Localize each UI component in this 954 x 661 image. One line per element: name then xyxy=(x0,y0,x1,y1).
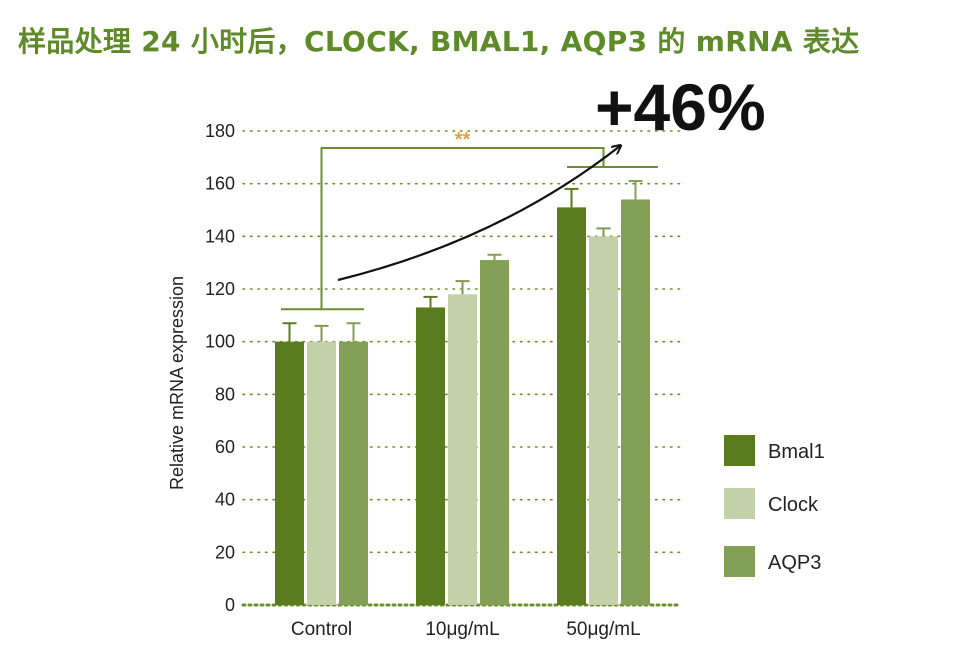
bar-aqp3-0 xyxy=(339,341,368,605)
legend-label: Bmal1 xyxy=(768,441,825,463)
legend-swatch xyxy=(724,435,755,466)
bars xyxy=(275,199,650,606)
bar-aqp3-2 xyxy=(621,199,650,605)
bar-bmal1-2 xyxy=(557,207,586,605)
error-bars xyxy=(282,180,643,342)
bar-bmal1-1 xyxy=(416,307,445,605)
y-tick-label: 120 xyxy=(205,279,235,299)
y-tick-label: 60 xyxy=(215,437,235,457)
error-bar xyxy=(628,180,643,200)
y-axis-label: Relative mRNA expression xyxy=(167,276,187,490)
bar-aqp3-1 xyxy=(480,260,509,605)
y-tick-label: 20 xyxy=(215,542,235,562)
bar-clock-0 xyxy=(307,341,336,605)
increase-label: +46% xyxy=(595,70,766,144)
legend: Bmal1 Clock AQP3 xyxy=(724,435,825,577)
y-tick-label: 40 xyxy=(215,490,235,510)
x-category-label: Control xyxy=(291,619,352,640)
legend-label: AQP3 xyxy=(768,552,821,574)
bar-clock-1 xyxy=(448,294,477,605)
x-category-label: 10μg/mL xyxy=(425,619,499,640)
legend-item-clock: Clock xyxy=(724,488,819,519)
bar-clock-2 xyxy=(589,236,618,606)
error-bar xyxy=(487,253,502,261)
error-bar xyxy=(423,295,438,308)
trend-arrow xyxy=(337,146,620,282)
chart-title: 样品处理 24 小时后，CLOCK, BMAL1, AQP3 的 mRNA 表达 xyxy=(18,25,860,58)
y-tick-label: 80 xyxy=(215,384,235,404)
bar-bmal1-0 xyxy=(275,341,304,605)
error-bar xyxy=(314,324,329,342)
legend-swatch xyxy=(724,488,755,519)
significance-label: ** xyxy=(455,129,471,151)
legend-label: Clock xyxy=(768,494,819,516)
error-bar xyxy=(596,227,611,237)
legend-item-bmal1: Bmal1 xyxy=(724,435,825,466)
y-tick-label: 0 xyxy=(225,595,235,615)
annotations: ** +46% xyxy=(281,70,766,311)
y-axis-ticks: 0 20 40 60 80 100 120 140 160 180 xyxy=(205,121,235,615)
y-tick-label: 180 xyxy=(205,121,235,141)
y-tick-label: 160 xyxy=(205,174,235,194)
error-bar xyxy=(455,280,470,295)
legend-item-aqp3: AQP3 xyxy=(724,546,821,577)
y-tick-label: 140 xyxy=(205,226,235,246)
error-bar xyxy=(346,322,361,342)
error-bar xyxy=(564,187,579,208)
y-tick-label: 100 xyxy=(205,332,235,352)
x-axis-categories: Control 10μg/mL 50μg/mL xyxy=(291,619,641,640)
legend-swatch xyxy=(724,546,755,577)
error-bar xyxy=(282,322,297,342)
x-category-label: 50μg/mL xyxy=(566,619,640,640)
